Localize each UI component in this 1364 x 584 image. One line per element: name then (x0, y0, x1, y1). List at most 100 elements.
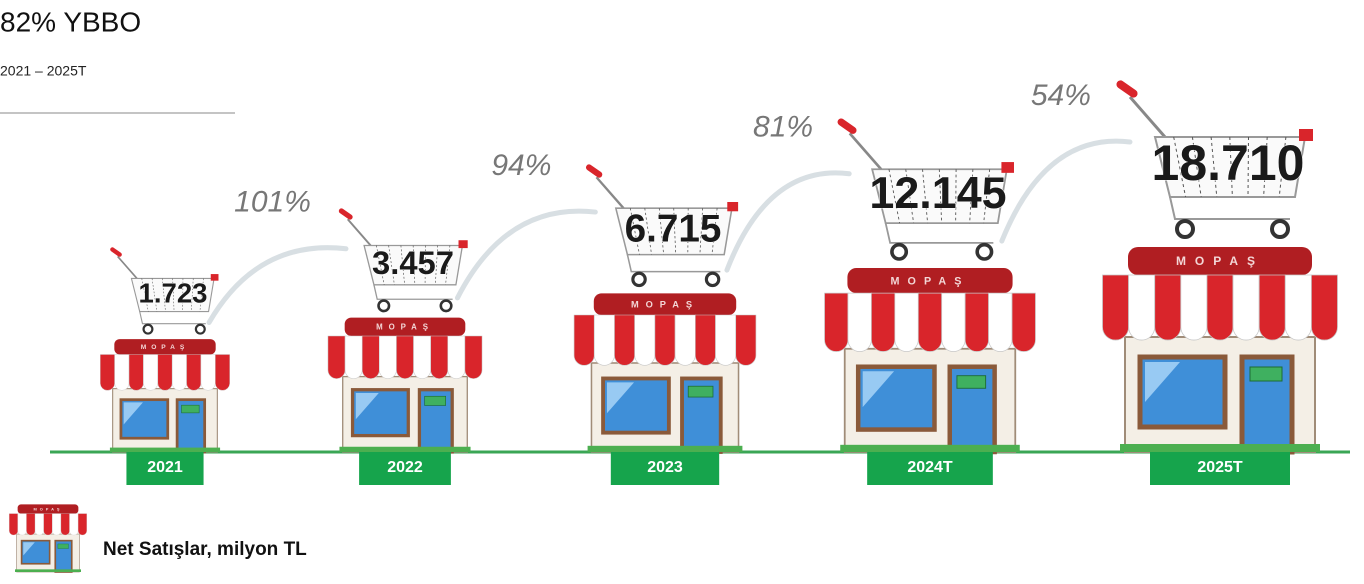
chart-title: 82% YBBO (0, 6, 141, 37)
cart-wire (644, 208, 652, 255)
awning-stripe (674, 314, 696, 366)
cart-wheel (631, 271, 647, 288)
awning-stripe (215, 354, 230, 391)
store-sign (114, 339, 216, 355)
cart-tag (727, 201, 739, 212)
cart-basket (871, 168, 1008, 225)
year-base (126, 452, 204, 485)
store-window (1137, 354, 1228, 430)
cart-wire (658, 208, 665, 255)
open-sign (424, 395, 446, 406)
cart-wire (199, 278, 204, 312)
x-tick-label: 2024T (907, 459, 953, 476)
awning-stripe (894, 292, 919, 352)
awning-stripe (413, 335, 431, 379)
cart-wire (969, 169, 974, 224)
cart-wire (172, 278, 175, 312)
cart-basket (1153, 136, 1307, 198)
store-brand: MOPAŞ (141, 344, 190, 351)
store: MOPAŞ (327, 317, 483, 454)
cart-wire (376, 245, 385, 285)
awning-stripe (128, 354, 144, 391)
cart-wire (1278, 136, 1287, 198)
cart-wheel (704, 271, 721, 288)
awning-stripe (1258, 274, 1286, 341)
cart-wheel (142, 323, 154, 335)
awning-stripe (464, 335, 483, 379)
x-tick-label: 2023 (647, 459, 683, 476)
growth-arrow (454, 208, 598, 301)
cart-handle (346, 218, 372, 247)
x-tick-label: 2022 (387, 459, 423, 476)
cart-wire (434, 245, 438, 285)
awning-stripe (964, 292, 989, 352)
awning-stripe (1206, 274, 1234, 341)
cart-wire (888, 169, 901, 224)
cart-wire (1263, 136, 1268, 198)
open-sign (956, 375, 987, 389)
grass (587, 445, 743, 452)
store: MOPAŞ (824, 267, 1036, 455)
awning-stripe (143, 354, 159, 391)
awning-stripe (654, 314, 676, 366)
awning-stripe (114, 354, 130, 391)
cart (338, 208, 468, 313)
cart-handle (1128, 96, 1167, 138)
awning-stripe (52, 513, 62, 536)
store-brand: MOPAŞ (376, 323, 434, 332)
cart-wheel (377, 299, 391, 313)
store-brand: MOPAŞ (1176, 254, 1264, 268)
awning-stripe (34, 513, 44, 536)
cart-tag (1299, 129, 1313, 141)
chart-subtitle: 2021 – 2025T (0, 63, 87, 79)
cart-tag (210, 274, 219, 281)
awning-stripe (1102, 274, 1130, 341)
open-sign (687, 385, 714, 398)
awning-stripe (361, 335, 380, 379)
cart-wire (1247, 136, 1249, 198)
store: MOPAŞ (1102, 247, 1338, 455)
cart-wire (1229, 136, 1233, 198)
awning-stripe (847, 292, 872, 352)
cart-wire (190, 278, 194, 312)
window-shine (1145, 362, 1180, 402)
awning-stripe (186, 354, 202, 391)
open-sign (181, 404, 200, 414)
awning-stripe (1154, 274, 1182, 341)
cart-wire (629, 208, 640, 255)
cart-wire (699, 208, 704, 255)
awning-stripe (396, 335, 414, 379)
cart-wire (905, 169, 915, 224)
year-base (1150, 452, 1290, 485)
value-label: 12.145 (869, 167, 1006, 218)
awning-stripe (614, 314, 635, 366)
cart-wire (1173, 136, 1187, 198)
cart-frame (626, 254, 721, 273)
value-label: 18.710 (1152, 135, 1305, 191)
cart-wire (1191, 136, 1202, 198)
awning-stripe (735, 314, 757, 366)
awning-stripe (60, 513, 70, 536)
awning-stripe (447, 335, 466, 379)
store-sign (344, 317, 466, 336)
year-base (610, 452, 720, 485)
legend-label: Net Satışlar, milyon TL (103, 539, 307, 560)
store-brand: MOPAŞ (631, 299, 699, 309)
awning-stripe (988, 292, 1013, 352)
cart-grip (338, 208, 353, 220)
growth-label: 54% (1031, 79, 1091, 112)
cart-wheel (439, 299, 453, 313)
cart-frame (139, 311, 206, 325)
cart-wire (983, 169, 991, 224)
growth-arrow (206, 245, 349, 326)
value-label: 1.723 (139, 277, 208, 308)
awning-stripe (824, 292, 849, 352)
grass (14, 569, 81, 572)
marks: MOPAŞ 2021 1.723 MOPAŞ 2022 3.457 MOPAŞ 2023 6.7… (9, 79, 1338, 573)
window-shine (123, 402, 143, 425)
cart-handle (848, 132, 883, 171)
growth-label: 101% (234, 186, 311, 219)
awning-stripe (171, 354, 187, 391)
cart-wheel (1270, 219, 1290, 239)
